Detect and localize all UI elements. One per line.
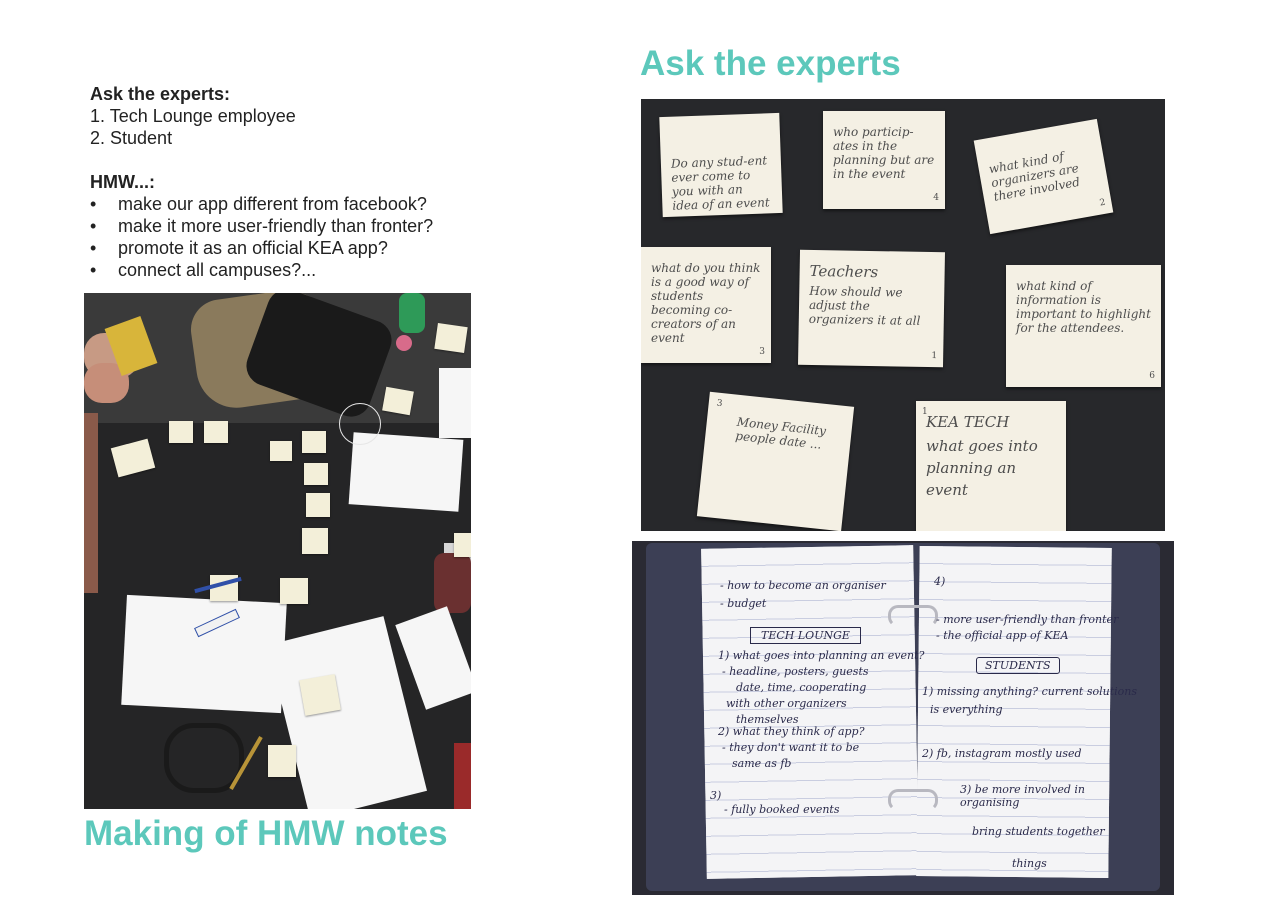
sticky-note: 3 Money Facility people date ... bbox=[696, 391, 855, 531]
notebook-left-page bbox=[701, 545, 919, 879]
note-line: - the official app of KEA bbox=[936, 629, 1069, 642]
hmw-item: promote it as an official KEA app? bbox=[90, 237, 510, 259]
note-line: 3) bbox=[710, 789, 722, 802]
hmw-heading: HMW...: bbox=[90, 172, 155, 192]
note-line: 3) be more involved in organising bbox=[960, 783, 1085, 809]
expert-questions-photo: Do any stud-ent ever come to you with an… bbox=[641, 99, 1165, 531]
ask-heading: Ask the experts: bbox=[90, 84, 231, 104]
notebook-photo: - how to become an organiser - budget TE… bbox=[632, 541, 1174, 895]
sticky-note-text: what kind of organizers are there involv… bbox=[987, 149, 1081, 204]
hmw-notes: Ask the experts: 1. Tech Lounge employee… bbox=[90, 83, 510, 281]
ask-item: 2. Student bbox=[90, 128, 173, 148]
sticky-note: who particip-ates in the planning but ar… bbox=[823, 111, 945, 209]
note-line: - they don't want it to be bbox=[722, 741, 860, 754]
note-line: - fully booked events bbox=[724, 803, 840, 816]
note-line: - headline, posters, guests bbox=[722, 665, 869, 678]
sticky-note: Do any stud-ent ever come to you with an… bbox=[659, 112, 783, 218]
making-hmw-caption: Making of HMW notes bbox=[84, 814, 448, 853]
hmw-item: make our app different from facebook? bbox=[90, 193, 510, 215]
note-line: 4) bbox=[934, 575, 946, 588]
sticky-note: 1 KEA TECH what goes into planning an ev… bbox=[916, 401, 1066, 531]
sticky-note: what do you think is a good way of stude… bbox=[641, 247, 771, 363]
note-line: TECH LOUNGE bbox=[750, 627, 861, 644]
note-line: same as fb bbox=[732, 757, 792, 770]
sticky-note-number: 1 bbox=[922, 407, 928, 417]
sticky-note-number: 3 bbox=[716, 398, 723, 410]
sticky-note-title: Teachers bbox=[809, 261, 879, 282]
sticky-note-number: 3 bbox=[759, 347, 765, 357]
note-line: bring students together bbox=[972, 825, 1105, 838]
binder-ring bbox=[888, 789, 938, 811]
binder-ring bbox=[888, 605, 938, 627]
note-line: - more user-friendly than fronter bbox=[936, 613, 1119, 626]
note-line: is everything bbox=[930, 703, 1003, 716]
sticky-note-number: 4 bbox=[933, 193, 939, 203]
sticky-note-number: 2 bbox=[1098, 197, 1107, 209]
sticky-note-number: 1 bbox=[931, 351, 938, 362]
note-line: 1) what goes into planning an event? bbox=[718, 649, 925, 662]
hmw-item: connect all campuses?... bbox=[90, 259, 510, 281]
sticky-note-text: Do any stud-ent ever come to you with an… bbox=[670, 153, 770, 213]
note-line: things bbox=[1012, 857, 1047, 870]
sticky-note: what kind of organizers are there involv… bbox=[973, 118, 1114, 235]
sticky-note-text: what goes into planning an event bbox=[926, 437, 1038, 499]
note-line: with other organizers bbox=[726, 697, 847, 710]
hmw-item: make it more user-friendly than fronter? bbox=[90, 215, 510, 237]
sticky-note-text: who particip-ates in the planning but ar… bbox=[833, 125, 935, 181]
sticky-note-text: what kind of information is important to… bbox=[1016, 279, 1151, 335]
note-line: 1) missing anything? current solutions bbox=[922, 685, 1137, 698]
ask-experts-title: Ask the experts bbox=[640, 44, 901, 83]
sticky-note-text: How should we adjust the organizers it a… bbox=[808, 283, 921, 328]
sticky-note: what kind of information is important to… bbox=[1006, 265, 1161, 387]
sticky-note-title: KEA TECH bbox=[926, 413, 1010, 431]
hmw-list: make our app different from facebook? ma… bbox=[90, 193, 510, 281]
note-line: - how to become an organiser bbox=[720, 579, 886, 592]
workshop-table-photo bbox=[84, 293, 471, 809]
note-line: 2) what they think of app? bbox=[718, 725, 865, 738]
sticky-note: Teachers How should we adjust the organi… bbox=[798, 249, 945, 368]
sticky-note-text: Money Facility people date ... bbox=[734, 414, 827, 452]
note-line: themselves bbox=[736, 713, 799, 726]
note-line: STUDENTS bbox=[976, 657, 1060, 674]
note-line: date, time, cooperating bbox=[736, 681, 867, 694]
note-line: - budget bbox=[720, 597, 767, 610]
sticky-note-number: 6 bbox=[1149, 371, 1155, 381]
ask-item: 1. Tech Lounge employee bbox=[90, 106, 296, 126]
sticky-note-text: what do you think is a good way of stude… bbox=[651, 261, 761, 345]
note-line: 2) fb, instagram mostly used bbox=[922, 747, 1082, 760]
